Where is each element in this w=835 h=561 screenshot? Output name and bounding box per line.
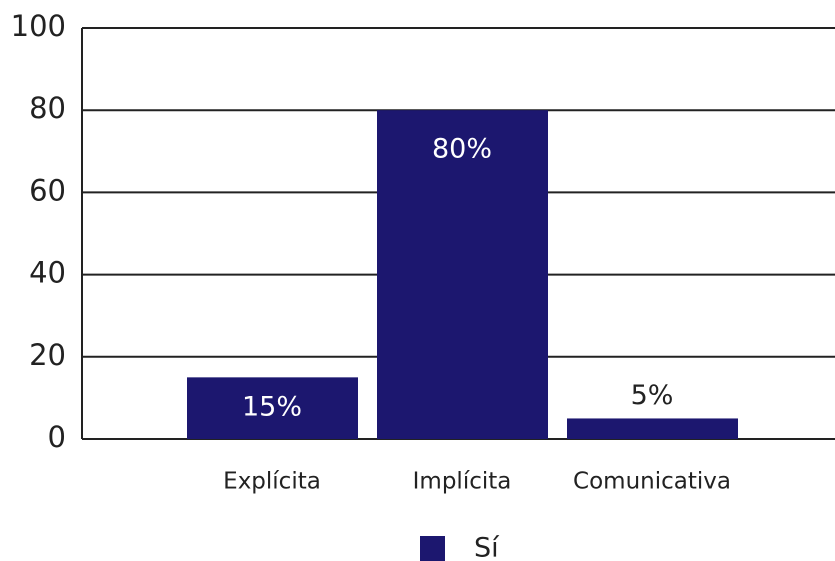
x-tick-label: Implícita: [413, 469, 512, 495]
bar: [187, 377, 358, 439]
y-tick-label: 100: [11, 9, 66, 43]
y-tick-label: 20: [29, 338, 66, 372]
bar: [567, 418, 738, 439]
value-label: 5%: [631, 380, 674, 411]
y-tick-label: 60: [29, 173, 66, 207]
bar: [377, 110, 548, 439]
legend-label: Sí: [474, 533, 500, 561]
legend-swatch: [420, 536, 445, 561]
value-label: 80%: [432, 134, 492, 165]
x-tick-label: Comunicativa: [573, 469, 731, 495]
y-tick-label: 0: [48, 420, 66, 454]
value-label: 15%: [242, 392, 302, 423]
y-tick-label: 80: [29, 91, 66, 125]
y-tick-label: 40: [29, 256, 66, 290]
x-tick-label: Explícita: [223, 469, 321, 495]
